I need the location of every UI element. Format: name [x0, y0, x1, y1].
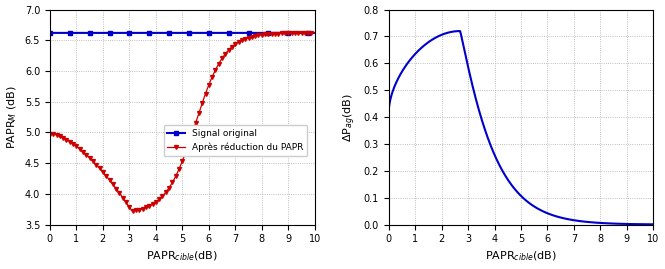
Signal original	[303, 31, 311, 34]
Après réduction du PAPR	[303, 31, 311, 35]
Signal original	[303, 31, 311, 34]
Après réduction du PAPR	[128, 210, 136, 213]
Après réduction du PAPR	[175, 168, 183, 171]
Après réduction du PAPR	[168, 182, 176, 185]
Signal original	[46, 31, 54, 34]
X-axis label: PAPR$_{cible}$(dB): PAPR$_{cible}$(dB)	[146, 250, 218, 263]
Signal original	[254, 31, 262, 34]
Signal original	[59, 31, 67, 34]
Line: Signal original: Signal original	[47, 30, 317, 35]
Signal original	[175, 31, 183, 34]
Signal original	[168, 31, 176, 34]
Y-axis label: PAPR$_{M}$ (dB): PAPR$_{M}$ (dB)	[5, 85, 19, 149]
Y-axis label: ΔP$_{ag}$(dB): ΔP$_{ag}$(dB)	[342, 93, 358, 141]
Après réduction du PAPR	[303, 31, 311, 35]
Legend: Signal original, Après réduction du PAPR: Signal original, Après réduction du PAPR	[164, 125, 307, 155]
Après réduction du PAPR	[311, 31, 319, 35]
Après réduction du PAPR	[255, 34, 263, 37]
Line: Après réduction du PAPR: Après réduction du PAPR	[48, 31, 317, 213]
Signal original	[311, 31, 319, 34]
Après réduction du PAPR	[46, 132, 54, 135]
Après réduction du PAPR	[59, 136, 67, 140]
X-axis label: PAPR$_{cible}$(dB): PAPR$_{cible}$(dB)	[485, 250, 557, 263]
